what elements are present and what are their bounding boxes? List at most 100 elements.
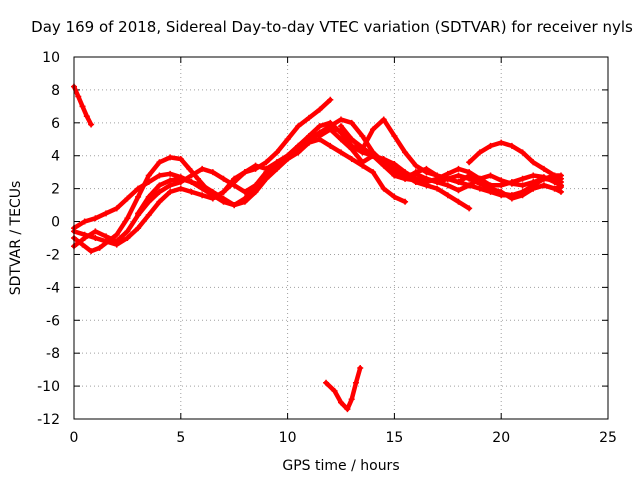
data-point <box>466 172 473 179</box>
data-point <box>551 179 558 186</box>
series-arc-7 <box>316 126 473 212</box>
data-point <box>113 205 120 212</box>
data-point <box>135 210 142 217</box>
x-tick-label: 25 <box>599 430 617 446</box>
data-point <box>167 170 174 177</box>
data-point <box>199 192 206 199</box>
data-point <box>519 182 526 189</box>
data-point <box>508 179 515 186</box>
data-point <box>357 364 364 371</box>
y-tick-label: 8 <box>51 83 60 99</box>
data-point <box>103 238 110 245</box>
data-point <box>113 241 120 248</box>
data-point <box>370 152 377 159</box>
data-point <box>338 136 344 143</box>
data-point <box>145 179 152 186</box>
data-point <box>412 179 419 186</box>
data-point <box>348 146 355 153</box>
data-point <box>145 193 152 200</box>
series-arc-6 <box>135 136 409 217</box>
data-point <box>199 165 206 172</box>
data-point <box>519 175 526 182</box>
data-point <box>487 172 494 179</box>
data-point <box>316 123 323 130</box>
data-point <box>145 211 152 218</box>
data-point <box>551 185 558 192</box>
data-point <box>252 182 259 189</box>
y-tick-label: 0 <box>51 215 60 231</box>
data-point <box>273 149 280 156</box>
data-point <box>305 132 312 139</box>
series-line <box>466 140 564 178</box>
data-point <box>391 193 398 200</box>
data-point <box>348 119 355 126</box>
chart-title: Day 169 of 2018, Sidereal Day-to-day VTE… <box>31 18 633 36</box>
data-point <box>167 154 174 161</box>
data-point <box>241 169 248 176</box>
x-tick-label: 5 <box>176 430 185 446</box>
y-tick-label: 2 <box>51 182 60 198</box>
data-point <box>338 399 344 406</box>
data-point <box>88 248 95 255</box>
data-point <box>444 192 451 199</box>
data-point <box>423 165 430 172</box>
data-point <box>284 156 291 163</box>
data-point <box>81 231 88 238</box>
data-point <box>177 175 184 182</box>
data-point <box>487 185 494 192</box>
data-point <box>156 172 163 179</box>
data-point <box>455 165 462 172</box>
data-point <box>519 149 526 156</box>
data-point <box>263 165 270 172</box>
data-point <box>498 188 505 195</box>
y-tick-label: -2 <box>46 247 60 263</box>
data-point <box>476 179 483 186</box>
data-point <box>444 175 451 182</box>
data-point <box>348 136 355 143</box>
y-tick-label: 6 <box>51 116 60 132</box>
data-point <box>220 175 227 182</box>
data-point <box>252 162 259 169</box>
data-point <box>530 172 537 179</box>
data-point <box>124 228 131 235</box>
data-point <box>103 210 110 217</box>
data-point <box>327 96 334 103</box>
data-point <box>327 119 334 126</box>
data-point <box>209 188 216 195</box>
x-tick-label: 0 <box>70 430 79 446</box>
x-axis-label: GPS time / hours <box>282 458 399 474</box>
data-point <box>352 379 359 386</box>
data-point <box>305 139 312 146</box>
data-point <box>92 235 99 241</box>
data-point <box>135 193 142 200</box>
y-axis-label: SDTVAR / TECUs <box>8 181 24 296</box>
data-point <box>331 388 338 395</box>
data-point <box>476 149 483 156</box>
data-point <box>323 379 330 386</box>
data-point <box>263 159 270 166</box>
y-tick-label: -6 <box>46 313 60 329</box>
data-point <box>167 177 174 184</box>
y-tick-label: 10 <box>42 50 60 66</box>
data-point <box>273 159 280 166</box>
x-tick-label: 10 <box>279 430 297 446</box>
data-point <box>96 244 103 251</box>
data-point <box>156 159 163 166</box>
data-point <box>79 241 86 248</box>
data-point <box>402 149 409 156</box>
data-point <box>540 182 547 189</box>
data-point <box>188 179 195 186</box>
data-point <box>380 116 387 123</box>
data-point <box>220 195 227 202</box>
data-point <box>135 225 142 232</box>
y-tick-label: -4 <box>46 280 60 296</box>
data-point <box>113 231 120 238</box>
data-point <box>348 156 355 163</box>
data-point <box>359 132 366 139</box>
data-point <box>551 172 558 179</box>
data-point <box>92 215 99 222</box>
data-point <box>455 187 462 194</box>
y-tick-label: -12 <box>37 412 60 428</box>
data-point <box>466 182 473 189</box>
